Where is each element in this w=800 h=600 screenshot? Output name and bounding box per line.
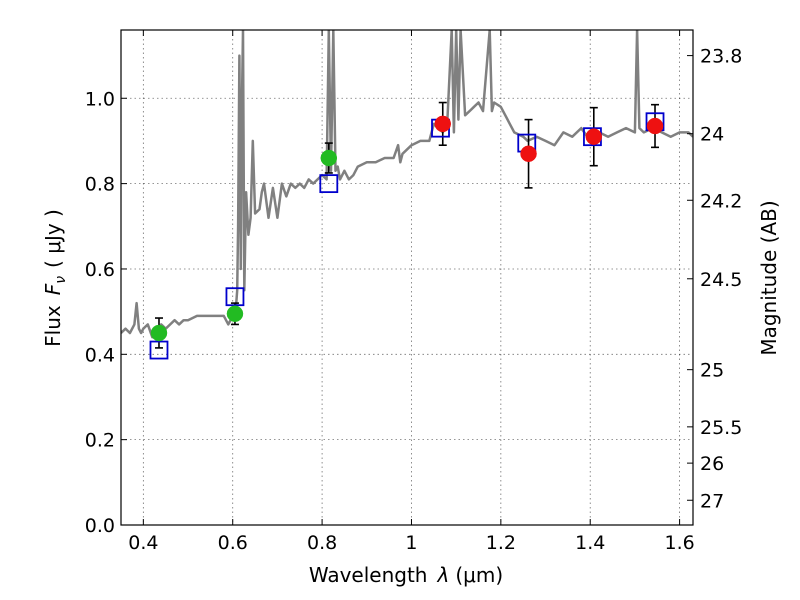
observed-point	[646, 117, 664, 135]
tick-layer	[121, 30, 693, 526]
x-tick-label: 1.6	[664, 532, 694, 554]
grid-layer	[121, 30, 693, 526]
y2-tick-label: 24.2	[700, 190, 742, 212]
plot-frame	[120, 29, 694, 526]
y-tick-label: 0.6	[85, 259, 115, 281]
observed-point	[226, 305, 244, 323]
y-axis-label: FluxFν( μJy )	[41, 209, 69, 347]
observed-point	[585, 128, 603, 145]
observed-point	[434, 115, 451, 133]
observed-point	[150, 324, 168, 342]
y2-tick-label: 23.8	[700, 46, 742, 68]
y2-tick-label: 25.5	[700, 417, 742, 439]
y-tick-label: 1.0	[85, 88, 115, 110]
x-tick-label: 1.2	[486, 532, 516, 554]
y-tick-label: 0.4	[85, 344, 115, 366]
y2-tick-label: 26	[700, 453, 724, 475]
spectrum-layer	[121, 30, 693, 339]
y-tick-label: 0.8	[85, 174, 115, 196]
observed-point	[320, 149, 338, 167]
x-tick-label: 0.4	[128, 532, 158, 554]
model-photometry-square	[149, 340, 169, 360]
model-photometry-square	[319, 174, 339, 194]
x-tick-label: 0.6	[218, 532, 248, 554]
y2-tick-label: 27	[700, 490, 724, 512]
y2-tick-label: 25	[700, 360, 724, 382]
spectrum-line	[121, 30, 693, 339]
model-photometry-square	[225, 287, 245, 307]
y-tick-label: 0.0	[85, 515, 115, 537]
y2-tick-label: 24.5	[700, 269, 742, 291]
x-tick-label: 0.8	[307, 532, 337, 554]
y2-axis-label: Magnitude (AB)	[757, 200, 781, 355]
x-axis-label: Wavelength λ (μm)	[309, 563, 503, 587]
observed-point	[520, 145, 537, 162]
y-tick-label: 0.2	[85, 430, 115, 452]
marker-layer	[149, 112, 665, 360]
tick-label-layer: 0.4 0.6 0.8 1 1.2 1.4 1.6 0.0 0.2 0.4 0.6 0.8 1.0 23.…	[85, 46, 743, 554]
x-tick-label: 1	[405, 532, 417, 554]
x-tick-label: 1.4	[575, 532, 605, 554]
y2-tick-label: 24	[700, 124, 724, 146]
